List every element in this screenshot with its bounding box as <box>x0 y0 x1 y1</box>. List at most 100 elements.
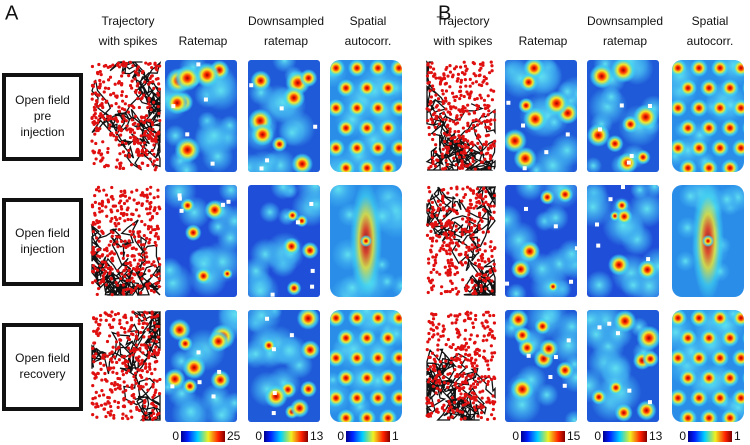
spike <box>489 122 493 126</box>
spike <box>106 198 110 202</box>
spike <box>140 153 145 157</box>
spike <box>473 245 477 249</box>
spike <box>132 375 136 379</box>
spike <box>459 360 463 365</box>
spike <box>140 148 144 152</box>
spike <box>144 61 148 65</box>
spike <box>431 137 435 142</box>
spike <box>110 210 114 214</box>
spike <box>158 118 162 123</box>
spike <box>435 239 439 243</box>
spike <box>480 160 485 164</box>
empty-bin <box>271 347 276 352</box>
spike <box>149 185 153 189</box>
spike <box>482 273 486 278</box>
spike <box>482 313 486 317</box>
spike <box>442 214 446 218</box>
spike <box>127 329 131 333</box>
spike <box>492 321 497 325</box>
spike <box>432 87 436 91</box>
grid-field <box>348 310 366 327</box>
map <box>672 310 744 422</box>
spike <box>432 357 436 361</box>
spike <box>456 345 460 350</box>
spike <box>133 267 138 272</box>
spike <box>428 65 433 69</box>
spike <box>465 310 470 314</box>
field <box>165 368 186 390</box>
spike <box>451 73 455 77</box>
spike <box>97 394 102 398</box>
spike <box>449 360 453 365</box>
grid-field <box>330 389 345 407</box>
spike <box>126 336 130 340</box>
spike <box>463 402 468 406</box>
colorbar-min: 0 <box>255 429 262 443</box>
spike <box>113 381 117 385</box>
spike <box>102 393 106 397</box>
spike <box>114 138 118 142</box>
spike <box>426 380 431 384</box>
spike <box>112 317 116 322</box>
spike <box>466 103 470 107</box>
spike <box>445 125 449 129</box>
spike <box>471 81 475 85</box>
spike <box>110 382 114 386</box>
spike <box>491 142 495 147</box>
spike <box>460 145 464 149</box>
spike <box>441 155 445 159</box>
spike <box>488 331 492 335</box>
spike <box>111 91 116 95</box>
spike <box>456 77 460 81</box>
spike <box>468 353 472 357</box>
spike <box>430 200 434 205</box>
spike <box>455 292 459 296</box>
spike <box>110 194 114 199</box>
spike <box>117 109 122 114</box>
map-texture <box>165 262 194 297</box>
spike <box>433 220 438 224</box>
empty-bin <box>596 243 601 248</box>
spike <box>97 206 102 211</box>
spike <box>92 360 96 364</box>
spike <box>488 401 492 405</box>
empty-bin <box>259 166 264 171</box>
colorbar-min: 0 <box>512 429 519 443</box>
spike <box>463 78 467 82</box>
field <box>544 90 570 116</box>
map <box>425 60 497 172</box>
spike <box>437 338 441 342</box>
spike <box>446 381 450 386</box>
spike <box>104 283 108 287</box>
row-label: injection <box>20 242 64 256</box>
spike <box>93 213 97 217</box>
spike <box>479 287 484 291</box>
spike <box>483 157 487 161</box>
spike <box>471 159 475 164</box>
spike <box>102 90 106 94</box>
spike <box>111 117 116 121</box>
spike <box>106 118 110 122</box>
spike <box>150 311 154 316</box>
spike <box>92 329 96 333</box>
spike <box>474 196 478 200</box>
spike <box>114 94 118 98</box>
empty-bin <box>597 325 602 330</box>
spike <box>479 284 483 288</box>
spike <box>448 119 452 123</box>
spike <box>472 341 477 345</box>
spike <box>480 253 485 257</box>
spike <box>462 149 466 153</box>
spike <box>482 187 486 191</box>
spike <box>435 386 439 390</box>
spike <box>157 348 161 352</box>
field <box>591 389 607 405</box>
map-texture <box>295 185 320 206</box>
spike <box>148 343 152 347</box>
spike <box>98 331 102 335</box>
spike <box>482 112 486 116</box>
spike <box>456 290 461 294</box>
spike <box>102 188 106 192</box>
spike <box>140 191 145 195</box>
spike <box>152 378 156 382</box>
